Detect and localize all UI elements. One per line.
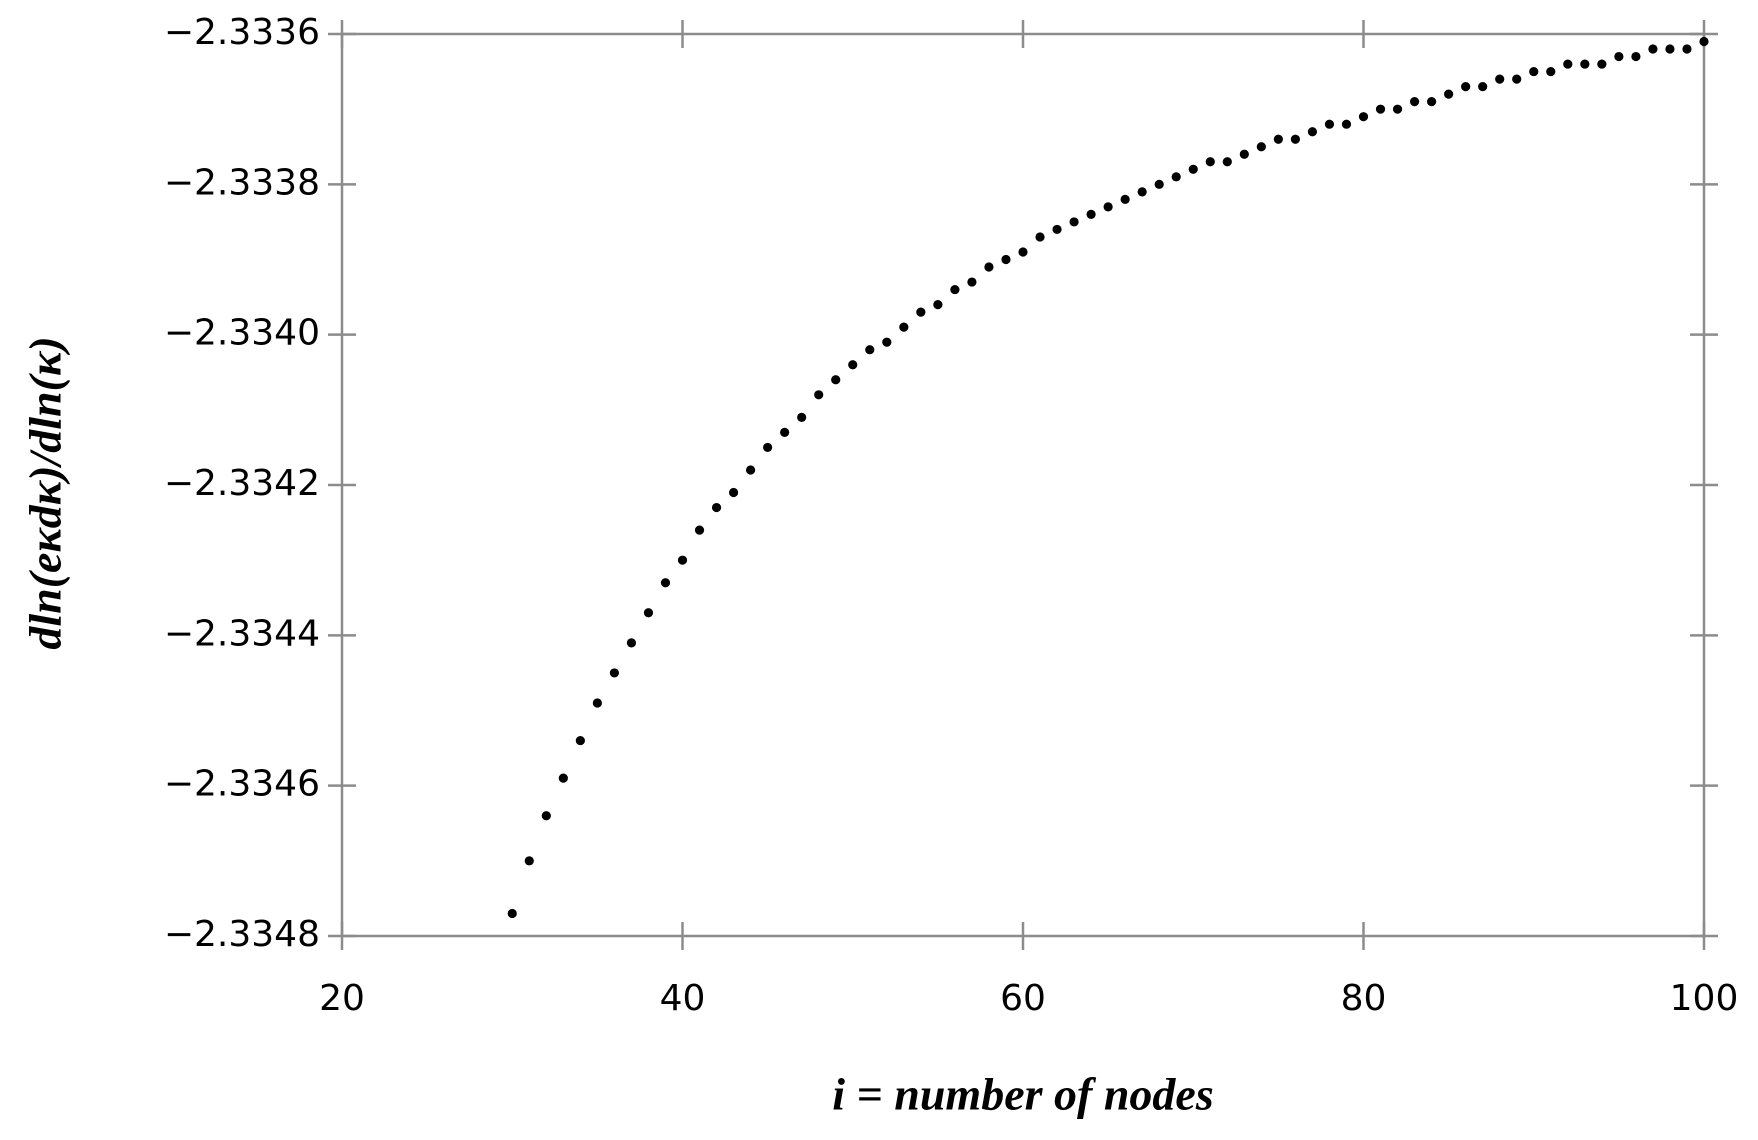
data-point bbox=[524, 856, 534, 866]
data-point bbox=[1307, 127, 1318, 137]
data-point bbox=[1120, 194, 1130, 204]
data-point bbox=[728, 487, 739, 498]
data-point bbox=[746, 465, 756, 475]
x-tick-label: 20 bbox=[319, 978, 365, 1019]
data-point bbox=[558, 773, 568, 783]
data-point bbox=[1597, 59, 1607, 69]
data-point bbox=[1239, 149, 1249, 159]
data-point bbox=[1001, 254, 1011, 265]
data-point bbox=[1154, 179, 1164, 189]
data-point bbox=[1273, 134, 1283, 144]
data-point bbox=[1682, 44, 1692, 54]
data-point bbox=[1614, 51, 1624, 62]
data-point bbox=[677, 555, 688, 565]
y-tick-label: −2.3348 bbox=[164, 914, 320, 955]
data-point bbox=[831, 375, 841, 385]
data-point bbox=[1529, 66, 1539, 77]
data-point bbox=[1290, 134, 1300, 144]
data-point bbox=[1375, 104, 1386, 114]
data-point bbox=[1665, 44, 1675, 54]
data-point bbox=[1341, 119, 1352, 129]
x-tick-label: 40 bbox=[660, 978, 706, 1019]
data-point bbox=[763, 442, 773, 453]
data-point bbox=[1324, 119, 1335, 129]
data-point bbox=[1427, 97, 1437, 107]
data-point bbox=[950, 284, 960, 295]
data-point bbox=[933, 300, 943, 310]
x-axis-label: i = number of nodes bbox=[832, 1069, 1213, 1120]
data-point bbox=[1018, 247, 1028, 257]
y-tick-label: −2.3338 bbox=[164, 162, 320, 203]
data-point bbox=[1358, 112, 1369, 122]
y-tick-label: −2.3336 bbox=[164, 12, 320, 53]
data-point bbox=[609, 668, 620, 678]
data-point bbox=[1495, 74, 1505, 84]
data-point bbox=[1631, 51, 1641, 62]
data-point bbox=[1478, 82, 1488, 92]
data-point bbox=[643, 608, 654, 618]
plot-frame bbox=[340, 32, 1706, 938]
data-point bbox=[1188, 164, 1198, 174]
data-point bbox=[592, 698, 602, 708]
data-point bbox=[882, 337, 892, 347]
data-point bbox=[626, 638, 637, 648]
data-point bbox=[1171, 172, 1181, 182]
data-point bbox=[899, 322, 909, 332]
data-point bbox=[541, 811, 551, 821]
data-point bbox=[660, 578, 671, 588]
y-tick-label: −2.3342 bbox=[164, 463, 320, 504]
data-point bbox=[1648, 44, 1658, 54]
y-tick-label: −2.3344 bbox=[164, 613, 320, 654]
data-point bbox=[1546, 66, 1556, 77]
data-point bbox=[1444, 89, 1454, 99]
data-point bbox=[1137, 187, 1147, 197]
data-point bbox=[1580, 59, 1590, 69]
data-point bbox=[1563, 59, 1573, 69]
data-point bbox=[711, 502, 722, 513]
data-point bbox=[1222, 157, 1232, 167]
data-point bbox=[1256, 142, 1266, 152]
data-point bbox=[814, 390, 824, 400]
x-tick-label: 100 bbox=[1670, 978, 1739, 1019]
data-point bbox=[1205, 157, 1215, 167]
data-point bbox=[1069, 217, 1079, 227]
y-tick-label: −2.3340 bbox=[164, 313, 320, 354]
data-point bbox=[848, 360, 858, 370]
data-point bbox=[694, 525, 705, 535]
data-point bbox=[865, 345, 875, 355]
data-point bbox=[1461, 82, 1471, 92]
x-tick-label: 80 bbox=[1341, 978, 1387, 1019]
x-tick-label: 60 bbox=[1000, 978, 1046, 1019]
data-point bbox=[1103, 202, 1113, 212]
data-point bbox=[507, 908, 517, 919]
data-point bbox=[780, 427, 790, 437]
y-axis-label: dln(eκdκ)/dln(κ) bbox=[20, 336, 71, 649]
data-point bbox=[1699, 36, 1709, 47]
data-point bbox=[1035, 232, 1045, 242]
data-point bbox=[1052, 224, 1062, 235]
data-point bbox=[916, 307, 926, 317]
data-point bbox=[575, 735, 585, 746]
y-tick-label: −2.3346 bbox=[164, 764, 320, 805]
data-point bbox=[984, 262, 994, 272]
data-point bbox=[1409, 97, 1420, 107]
data-point bbox=[967, 277, 977, 287]
data-point bbox=[1086, 209, 1096, 219]
data-point bbox=[1512, 74, 1522, 84]
data-point bbox=[797, 412, 807, 422]
data-point bbox=[1392, 104, 1403, 114]
